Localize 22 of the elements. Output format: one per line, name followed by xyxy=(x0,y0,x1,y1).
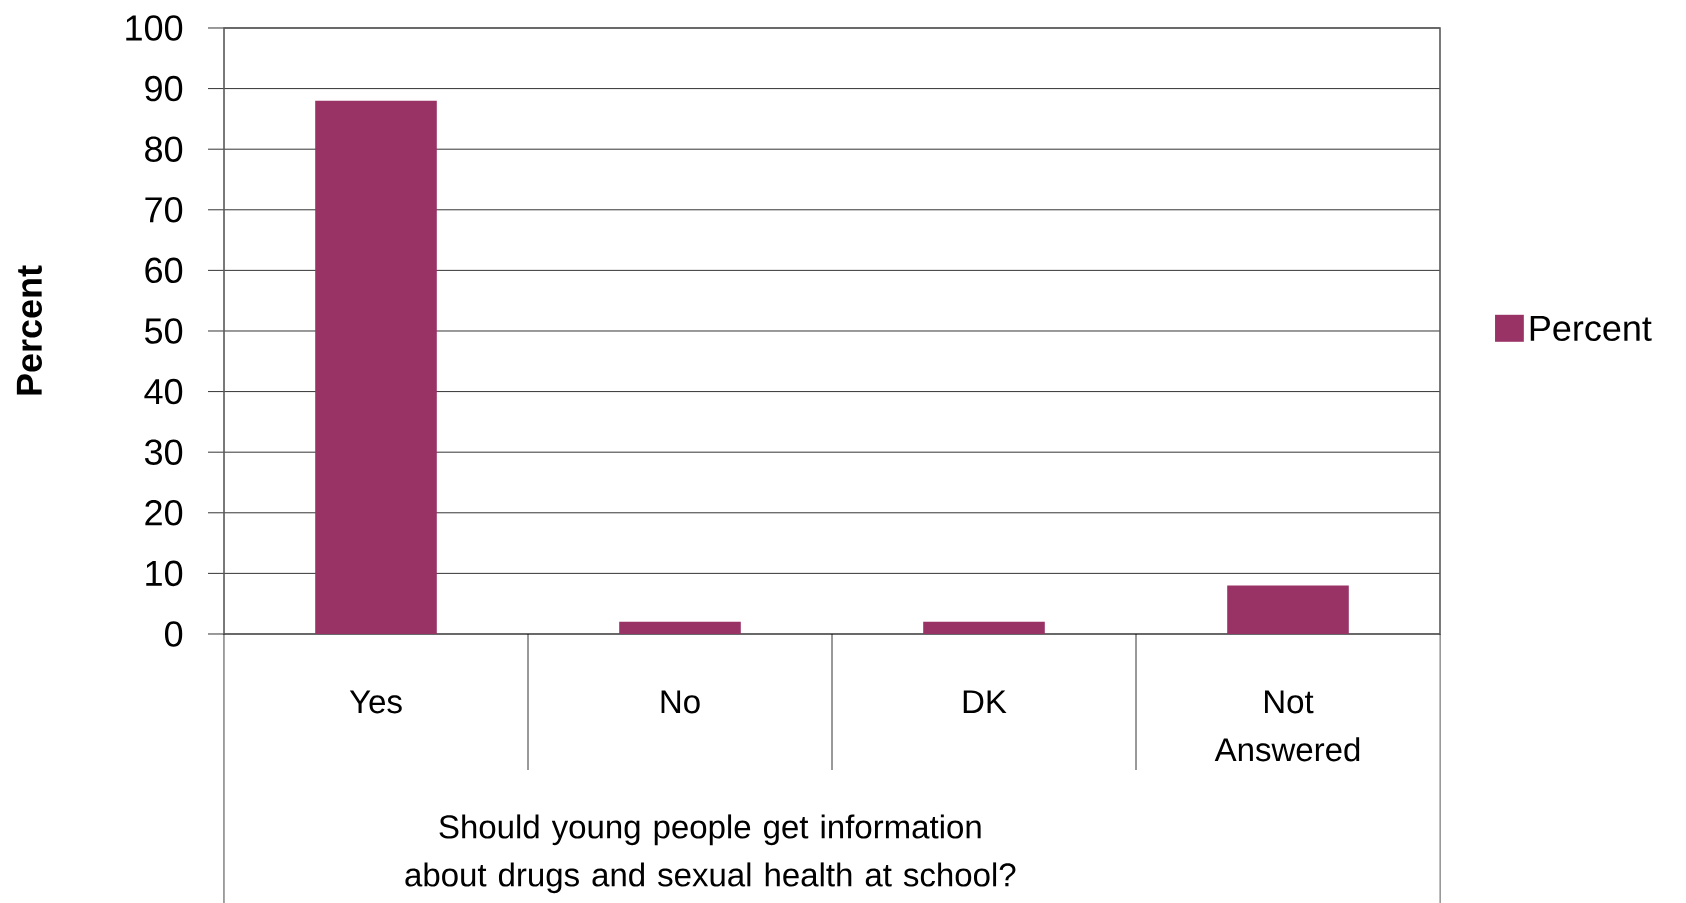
y-axis-title: Percent xyxy=(16,265,42,395)
x-tick-label: No xyxy=(661,690,700,714)
y-tick-label: 20 xyxy=(145,500,183,526)
y-tick-label: 70 xyxy=(145,197,183,223)
bar xyxy=(923,621,1045,634)
legend-label: Percent xyxy=(1530,315,1652,342)
y-tick-label: 50 xyxy=(145,318,183,344)
y-tick-label: 30 xyxy=(144,439,183,465)
y-tick-label: 90 xyxy=(145,75,183,102)
x-tick-label: Yes xyxy=(349,690,402,714)
y-tick-label: 40 xyxy=(144,378,183,405)
x-tick-label: Not Answered xyxy=(1214,690,1360,762)
y-tick-label: 100 xyxy=(126,15,183,41)
bar xyxy=(315,100,437,634)
x-tick-label: DK xyxy=(963,690,1007,714)
y-tick-label: 10 xyxy=(146,560,183,587)
x-axis-title: Should young people get information about drugs and sexual health at school? xyxy=(405,814,1016,894)
bar xyxy=(1227,585,1349,634)
y-tick-label: 60 xyxy=(145,257,183,284)
bar xyxy=(619,621,741,634)
y-tick-label: 0 xyxy=(165,621,183,647)
y-tick-label: 80 xyxy=(145,136,183,162)
